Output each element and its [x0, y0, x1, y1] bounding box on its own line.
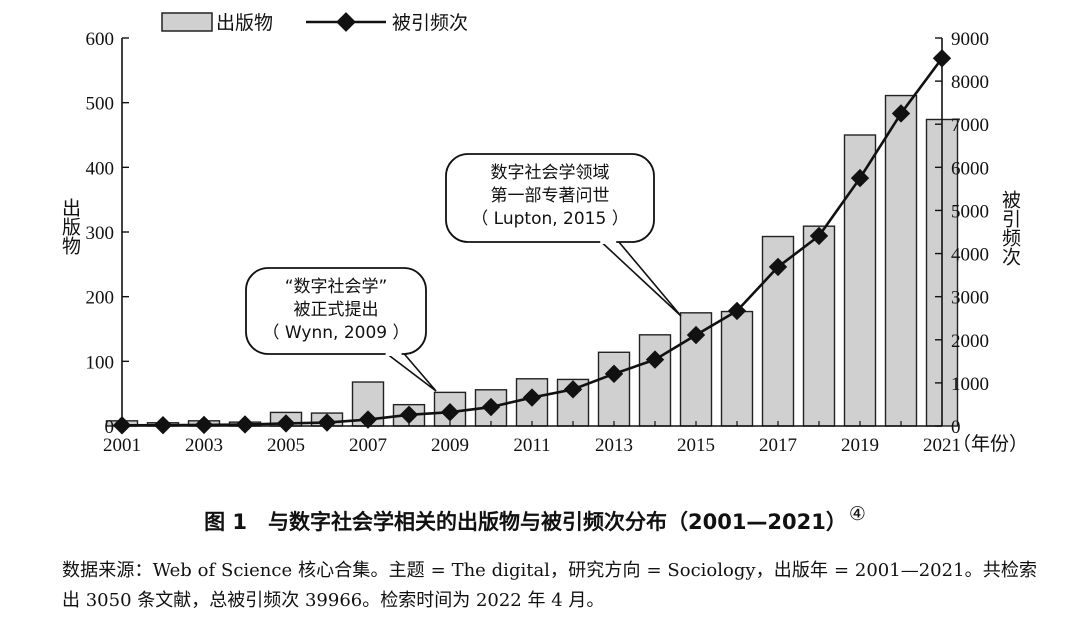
left-tick-label: 600	[86, 29, 115, 50]
left-tick-label: 0	[105, 417, 115, 438]
citation-marker-2018	[809, 226, 829, 246]
callout-text-line: 数字社会学领域	[491, 163, 610, 183]
x-tick-label: 2017	[759, 435, 797, 456]
callout-text-line: 第一部专著问世	[491, 186, 610, 206]
figure-caption: 图 1 与数字社会学相关的出版物与被引频次分布（2001—2021） ④	[0, 503, 1070, 536]
right-tick-label: 1000	[951, 374, 989, 395]
x-unit-label: （年份）	[952, 433, 1028, 455]
citation-marker-2001	[112, 416, 132, 435]
right-axis-title: 被引频次	[999, 190, 1021, 266]
left-tick-label: 200	[86, 288, 115, 309]
citation-marker-2005	[276, 414, 296, 433]
right-tick-label: 4000	[951, 245, 989, 266]
callout-joint	[600, 238, 617, 244]
callout-text-line: “数字社会学”	[285, 277, 388, 297]
right-tick-label: 3000	[951, 288, 989, 309]
callout-text-line: （ Lupton, 2015 ）	[471, 209, 628, 229]
caption-text: 图 1 与数字社会学相关的出版物与被引频次分布（2001—2021）	[204, 510, 847, 534]
callout-pointer	[384, 351, 437, 392]
left-tick-label: 300	[86, 223, 115, 244]
x-tick-label: 2003	[185, 435, 223, 456]
footnote-mark: ④	[848, 503, 866, 525]
x-tick-label: 2007	[349, 435, 387, 456]
citation-marker-2020	[891, 104, 911, 123]
citation-marker-2011	[522, 388, 542, 407]
right-tick-label: 8000	[951, 72, 989, 93]
citation-marker-2003	[194, 415, 214, 435]
x-tick-label: 2013	[595, 435, 633, 456]
left-tick-label: 100	[86, 352, 115, 373]
x-tick-label: 2001	[103, 435, 141, 456]
x-tick-label: 2015	[677, 435, 715, 456]
bar-2020	[884, 94, 918, 427]
bar-2013	[597, 351, 631, 427]
legend-line-label: 被引频次	[392, 12, 468, 34]
bar-2018	[802, 225, 836, 427]
callout-text-line: （ Wynn, 2009 ）	[263, 323, 410, 343]
citation-marker-2007	[358, 410, 378, 429]
callout-pointer	[598, 239, 682, 317]
legend: 出版物 被引频次	[161, 12, 468, 34]
chart: 出版物 被引频次 出版物 被引频次 （年份） 0 100 200 300 400 500 6…	[59, 12, 1028, 456]
citation-marker-2010	[481, 397, 501, 417]
callout-text-line: 被正式提出	[294, 300, 379, 320]
right-tick-label: 7000	[951, 115, 989, 136]
x-tick-label: 2011	[513, 435, 550, 456]
bar-2014	[638, 334, 672, 427]
right-tick-label: 5000	[951, 201, 989, 222]
citation-marker-2021	[932, 49, 952, 68]
citation-marker-2002	[153, 415, 173, 435]
left-tick-label: 400	[86, 158, 115, 179]
x-tick-label: 2021	[923, 435, 961, 456]
citation-marker-2006	[317, 413, 337, 432]
right-tick-label: 9000	[951, 29, 989, 50]
citation-marker-2016	[727, 301, 747, 321]
callout-box	[245, 267, 427, 355]
legend-bar-label: 出版物	[216, 12, 273, 34]
right-tick-label: 0	[951, 417, 961, 438]
citation-marker-2009	[440, 403, 460, 422]
citation-marker-2004	[235, 415, 255, 434]
callout-box	[445, 153, 655, 243]
x-tick-label: 2019	[841, 435, 879, 456]
right-tick-label: 6000	[951, 158, 989, 179]
x-tick-label: 2005	[267, 435, 305, 456]
bar-2016	[720, 310, 754, 427]
legend-bar-swatch	[161, 12, 213, 32]
left-axis-title: 出版物	[59, 198, 81, 255]
citation-marker-2013	[604, 364, 624, 384]
callout-joint	[385, 350, 402, 356]
legend-line-marker	[336, 12, 356, 32]
data-source-note: 数据来源：Web of Science 核心合集。主题 = The digita…	[62, 560, 1037, 611]
citation-marker-2012	[563, 380, 583, 399]
citation-marker-2017	[768, 257, 788, 277]
citation-marker-2014	[645, 350, 665, 369]
x-tick-label: 2009	[431, 435, 469, 456]
citation-marker-2019	[850, 168, 870, 188]
left-tick-label: 500	[86, 94, 115, 115]
citation-marker-2015	[686, 325, 706, 345]
plot-area: 0100200300400500600010002000300040005000…	[86, 29, 990, 456]
citation-marker-2008	[399, 405, 419, 424]
right-tick-label: 2000	[951, 331, 989, 352]
